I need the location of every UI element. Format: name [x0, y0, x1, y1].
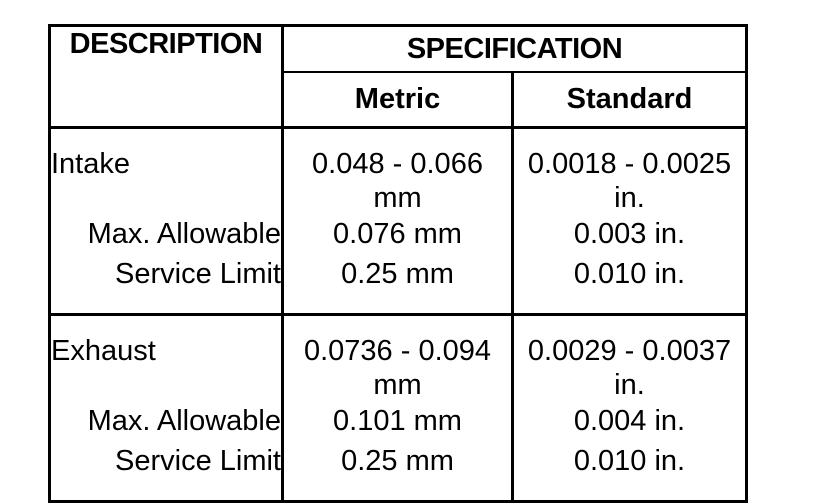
table-row-exhaust-service-limit: Service Limit 0.25 mm 0.010 in.: [48, 440, 748, 502]
table-row-intake-max-allowable: Max. Allowable 0.076 mm 0.003 in.: [48, 215, 748, 253]
exhaust-service-limit-standard: 0.010 in.: [511, 440, 748, 502]
table-row-exhaust: Exhaust 0.0736 - 0.094 mm 0.0029 - 0.003…: [48, 313, 748, 402]
intake-metric-value: 0.048 - 0.066 mm: [281, 127, 514, 215]
exhaust-max-allowable-metric: 0.101 mm: [281, 402, 514, 440]
exhaust-service-limit-metric: 0.25 mm: [281, 440, 514, 502]
exhaust-label: Exhaust: [48, 313, 284, 402]
exhaust-standard-range: 0.0029 - 0.0037: [527, 335, 732, 367]
intake-label: Intake: [48, 127, 284, 215]
table-row-exhaust-max-allowable: Max. Allowable 0.101 mm 0.004 in.: [48, 402, 748, 440]
header-row-1: DESCRIPTION SPECIFICATION: [48, 25, 748, 129]
exhaust-metric-value: 0.0736 - 0.094 mm: [281, 313, 514, 402]
table-row-intake: Intake 0.048 - 0.066 mm 0.0018 - 0.0025 …: [48, 127, 748, 215]
intake-max-allowable-label: Max. Allowable: [48, 215, 284, 253]
exhaust-standard-unit: in.: [614, 369, 645, 401]
intake-max-allowable-metric: 0.076 mm: [281, 215, 514, 253]
intake-metric-range: 0.048 - 0.066: [312, 148, 483, 180]
specification-header-cell: SPECIFICATION: [281, 25, 748, 73]
intake-service-limit-standard: 0.010 in.: [511, 253, 748, 315]
header-row-2: Metric Standard: [50, 71, 748, 129]
intake-standard-range: 0.0018 - 0.0025: [527, 148, 732, 180]
exhaust-service-limit-label: Service Limit: [48, 440, 284, 502]
specification-table: DESCRIPTION SPECIFICATION Metric Standar…: [48, 24, 748, 503]
intake-metric-unit: mm: [373, 182, 422, 214]
exhaust-max-allowable-label: Max. Allowable: [48, 402, 284, 440]
metric-column-header: Metric: [281, 71, 514, 129]
exhaust-metric-unit: mm: [373, 369, 422, 401]
intake-service-limit-label: Service Limit: [48, 253, 284, 315]
intake-standard-unit: in.: [614, 182, 645, 214]
intake-max-allowable-standard: 0.003 in.: [511, 215, 748, 253]
exhaust-metric-range: 0.0736 - 0.094: [303, 335, 492, 367]
table-row-intake-service-limit: Service Limit 0.25 mm 0.010 in.: [48, 253, 748, 315]
intake-service-limit-metric: 0.25 mm: [281, 253, 514, 315]
exhaust-max-allowable-standard: 0.004 in.: [511, 402, 748, 440]
description-header-cell: DESCRIPTION: [48, 25, 284, 129]
standard-column-header: Standard: [511, 71, 748, 129]
exhaust-standard-value: 0.0029 - 0.0037 in.: [511, 313, 748, 402]
intake-standard-value: 0.0018 - 0.0025 in.: [511, 127, 748, 215]
